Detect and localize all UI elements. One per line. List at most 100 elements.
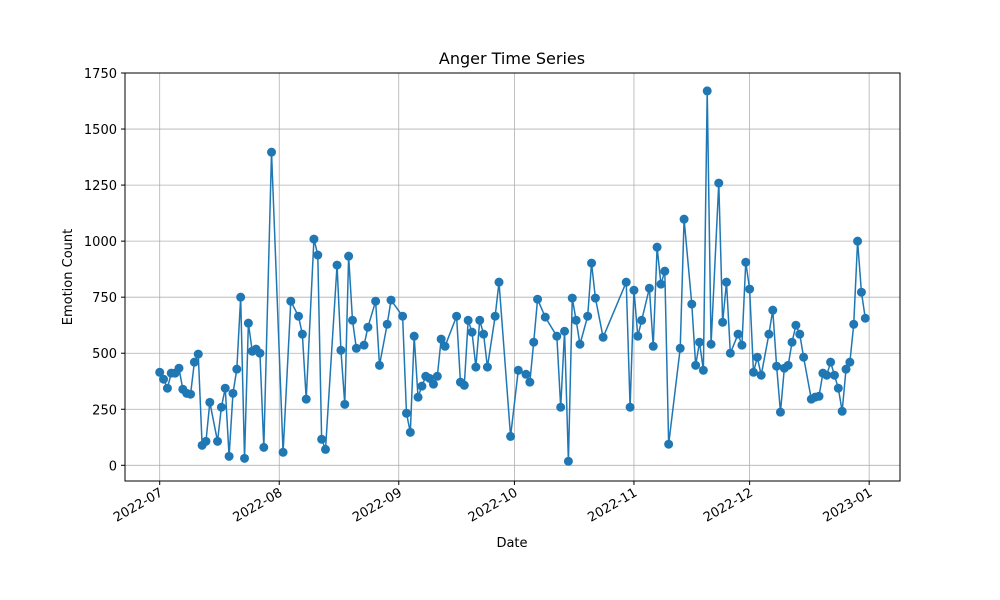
point	[267, 147, 277, 157]
point	[687, 299, 697, 309]
point	[201, 436, 211, 446]
point	[833, 383, 843, 393]
point	[452, 311, 462, 321]
point	[405, 427, 415, 437]
point	[482, 362, 492, 372]
point	[216, 402, 226, 412]
point	[718, 317, 728, 327]
point	[317, 434, 327, 444]
point	[344, 251, 354, 261]
point	[255, 348, 265, 358]
point	[540, 312, 550, 322]
point	[787, 337, 797, 347]
point	[621, 277, 631, 287]
point	[826, 357, 836, 367]
point	[436, 334, 446, 344]
point	[691, 360, 701, 370]
point	[220, 383, 230, 393]
point	[702, 86, 712, 96]
point	[236, 292, 246, 302]
point	[340, 399, 350, 409]
point	[459, 380, 469, 390]
point	[162, 383, 172, 393]
point	[748, 367, 758, 377]
point	[417, 381, 427, 391]
y-tick-label: 500	[92, 347, 117, 362]
point	[598, 332, 608, 342]
point	[563, 456, 573, 466]
point	[243, 318, 253, 328]
y-tick-label: 750	[92, 291, 117, 306]
point	[679, 214, 689, 224]
point	[347, 315, 357, 325]
point	[814, 391, 824, 401]
point	[351, 343, 361, 353]
point	[552, 331, 562, 341]
point	[791, 320, 801, 330]
point	[193, 349, 203, 359]
point	[556, 402, 566, 412]
point	[706, 339, 716, 349]
point	[849, 319, 859, 329]
point	[471, 362, 481, 372]
point	[656, 279, 666, 289]
point	[224, 451, 234, 461]
chart-title: Anger Time Series	[439, 49, 585, 68]
point	[513, 365, 523, 375]
point	[286, 296, 296, 306]
y-tick-label: 1250	[84, 179, 117, 194]
point	[479, 329, 489, 339]
y-tick-label: 1750	[84, 67, 117, 82]
point	[359, 340, 369, 350]
point	[860, 313, 870, 323]
point	[475, 315, 485, 325]
point	[783, 360, 793, 370]
point	[332, 260, 342, 270]
point	[845, 357, 855, 367]
point	[463, 315, 473, 325]
point	[745, 284, 755, 294]
point	[695, 337, 705, 347]
point	[189, 357, 199, 367]
point	[795, 329, 805, 339]
point	[571, 315, 581, 325]
point	[297, 329, 307, 339]
point	[432, 371, 442, 381]
point	[837, 406, 847, 416]
point	[155, 367, 165, 377]
point	[186, 389, 196, 399]
point	[159, 374, 169, 384]
point	[733, 329, 743, 339]
point	[567, 293, 577, 303]
point	[853, 236, 863, 246]
point	[320, 444, 330, 454]
point	[259, 442, 269, 452]
point	[278, 447, 288, 457]
point	[413, 392, 423, 402]
point	[698, 365, 708, 375]
point	[240, 453, 250, 463]
point	[822, 370, 832, 380]
y-tick-label: 250	[92, 403, 117, 418]
point	[741, 257, 751, 267]
point	[660, 266, 670, 276]
point	[386, 295, 396, 305]
point	[525, 377, 535, 387]
point	[363, 322, 373, 332]
point	[529, 337, 539, 347]
point	[301, 394, 311, 404]
point	[675, 343, 685, 353]
point	[228, 388, 238, 398]
point	[856, 287, 866, 297]
point	[775, 407, 785, 417]
point	[494, 277, 504, 287]
point	[232, 364, 242, 374]
point	[714, 178, 724, 188]
point	[521, 369, 531, 379]
y-axis-label: Emotion Count	[61, 229, 76, 325]
plot-frame	[124, 72, 901, 482]
point	[644, 283, 654, 293]
point	[382, 319, 392, 329]
point	[721, 277, 731, 287]
